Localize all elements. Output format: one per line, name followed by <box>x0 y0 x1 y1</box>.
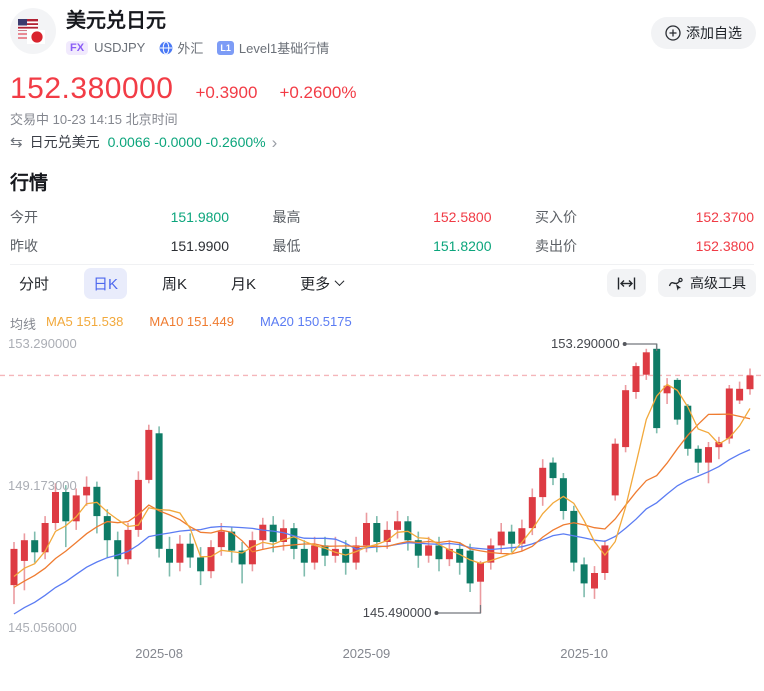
price-change-pct: +0.2600% <box>279 83 357 102</box>
quote-value: 152.3800 <box>695 237 754 254</box>
y-axis-label: 149.173000 <box>8 477 77 493</box>
badge-row: FX USDJPY 外汇 L1 Level1基础行情 <box>66 38 329 57</box>
quote-value: 151.8200 <box>433 237 492 254</box>
quote-cell-prev-close: 昨收 151.9900 <box>10 231 229 260</box>
y-axis-label: 145.056000 <box>8 619 77 635</box>
fx-badge: FX <box>66 40 89 55</box>
inverse-pair-name: 日元兑美元 <box>29 134 100 150</box>
tab-label: 月K <box>231 275 257 293</box>
fit-width-button[interactable] <box>607 269 646 297</box>
page-title: 美元兑日元 <box>66 10 166 32</box>
quote-cell-open: 今开 151.9800 <box>10 202 229 231</box>
low-annotation: 145.490000 <box>362 605 432 621</box>
quote-label: 今开 <box>10 208 38 225</box>
chart-tabbar: 分时 日K 周K 月K 更多 高级工具 <box>10 267 756 299</box>
candlestick-chart[interactable]: 153.290000 149.173000 145.056000 2025-08 202… <box>0 336 764 676</box>
ma5-value: MA5 151.538 <box>46 314 124 329</box>
quote-label: 最高 <box>272 208 301 225</box>
tab-weekly-k[interactable]: 周K <box>153 268 196 299</box>
chevron-right-icon: › <box>271 132 278 152</box>
tab-more[interactable]: 更多 <box>291 268 352 299</box>
quote-label: 最低 <box>272 237 301 254</box>
last-price: 152.380000 <box>10 72 174 105</box>
x-axis-label: 2025-08 <box>135 646 183 661</box>
tab-label: 更多 <box>300 275 331 293</box>
usdjpy-flag-icon <box>10 8 56 54</box>
swap-icon: ⇆ <box>10 134 23 151</box>
tab-timeline[interactable]: 分时 <box>10 268 58 299</box>
header: 美元兑日元 FX USDJPY 外汇 L1 Level1基础行情 <box>10 8 329 57</box>
plus-circle-icon <box>665 25 681 41</box>
quote-label: 买入价 <box>535 208 577 225</box>
advanced-tools-label: 高级工具 <box>690 275 746 291</box>
quote-cell-low: 最低 151.8200 <box>273 231 492 260</box>
fit-width-icon <box>617 277 636 289</box>
ma10-value: MA10 151.449 <box>149 314 234 329</box>
tab-daily-k[interactable]: 日K <box>84 267 128 299</box>
ma-legend: 均线 MA5 151.538 MA10 151.449 MA20 150.517… <box>10 314 352 333</box>
quote-label: 昨收 <box>10 237 38 254</box>
price-block: 152.380000 +0.3900 +0.2600% <box>10 72 356 106</box>
quote-cell-ask: 卖出价 152.3800 <box>535 231 754 260</box>
inverse-pair-values: 0.0066 -0.0000 -0.2600% <box>107 134 266 150</box>
globe-icon <box>159 41 173 54</box>
quote-grid: 今开 151.9800 最高 152.5800 买入价 152.3700 昨收 … <box>10 202 754 265</box>
symbol-code: USDJPY <box>94 40 146 55</box>
curve-tool-icon <box>668 277 683 291</box>
add-watchlist-button[interactable]: 添加自选 <box>651 17 756 49</box>
tab-label: 周K <box>162 275 188 293</box>
ma20-value: MA20 150.5175 <box>259 314 352 329</box>
level-label: Level1基础行情 <box>238 41 330 56</box>
high-annotation: 153.290000 <box>551 336 620 351</box>
quote-section-title: 行情 <box>10 173 49 194</box>
ma-title: 均线 <box>10 317 37 332</box>
chevron-down-icon <box>334 275 345 286</box>
quote-value: 152.3700 <box>695 208 754 225</box>
quote-cell-high: 最高 152.5800 <box>273 202 492 231</box>
tab-monthly-k[interactable]: 月K <box>222 268 265 299</box>
quote-label: 卖出价 <box>535 237 577 254</box>
inverse-pair-row[interactable]: ⇆ 日元兑美元 0.0066 -0.0000 -0.2600% › <box>10 132 277 152</box>
price-change: +0.3900 <box>195 83 258 102</box>
x-axis-label: 2025-10 <box>560 646 608 661</box>
market-label: 外汇 <box>177 41 204 56</box>
advanced-tools-button[interactable]: 高级工具 <box>658 269 756 297</box>
trading-status: 交易中 10-23 14:15 北京时间 <box>10 112 178 127</box>
tab-label: 分时 <box>19 275 50 293</box>
tab-label: 日K <box>93 275 119 293</box>
market-tag: 外汇 <box>159 38 203 57</box>
quote-value: 151.9900 <box>170 237 229 254</box>
quote-cell-bid: 买入价 152.3700 <box>535 202 754 231</box>
y-axis-label: 153.290000 <box>8 336 77 351</box>
kline-canvas[interactable] <box>0 336 764 641</box>
quote-value: 152.5800 <box>433 208 492 225</box>
l1-badge: L1 <box>217 40 234 55</box>
x-axis-label: 2025-09 <box>342 646 391 661</box>
add-watchlist-label: 添加自选 <box>686 25 742 41</box>
quote-value: 151.9800 <box>170 208 229 225</box>
